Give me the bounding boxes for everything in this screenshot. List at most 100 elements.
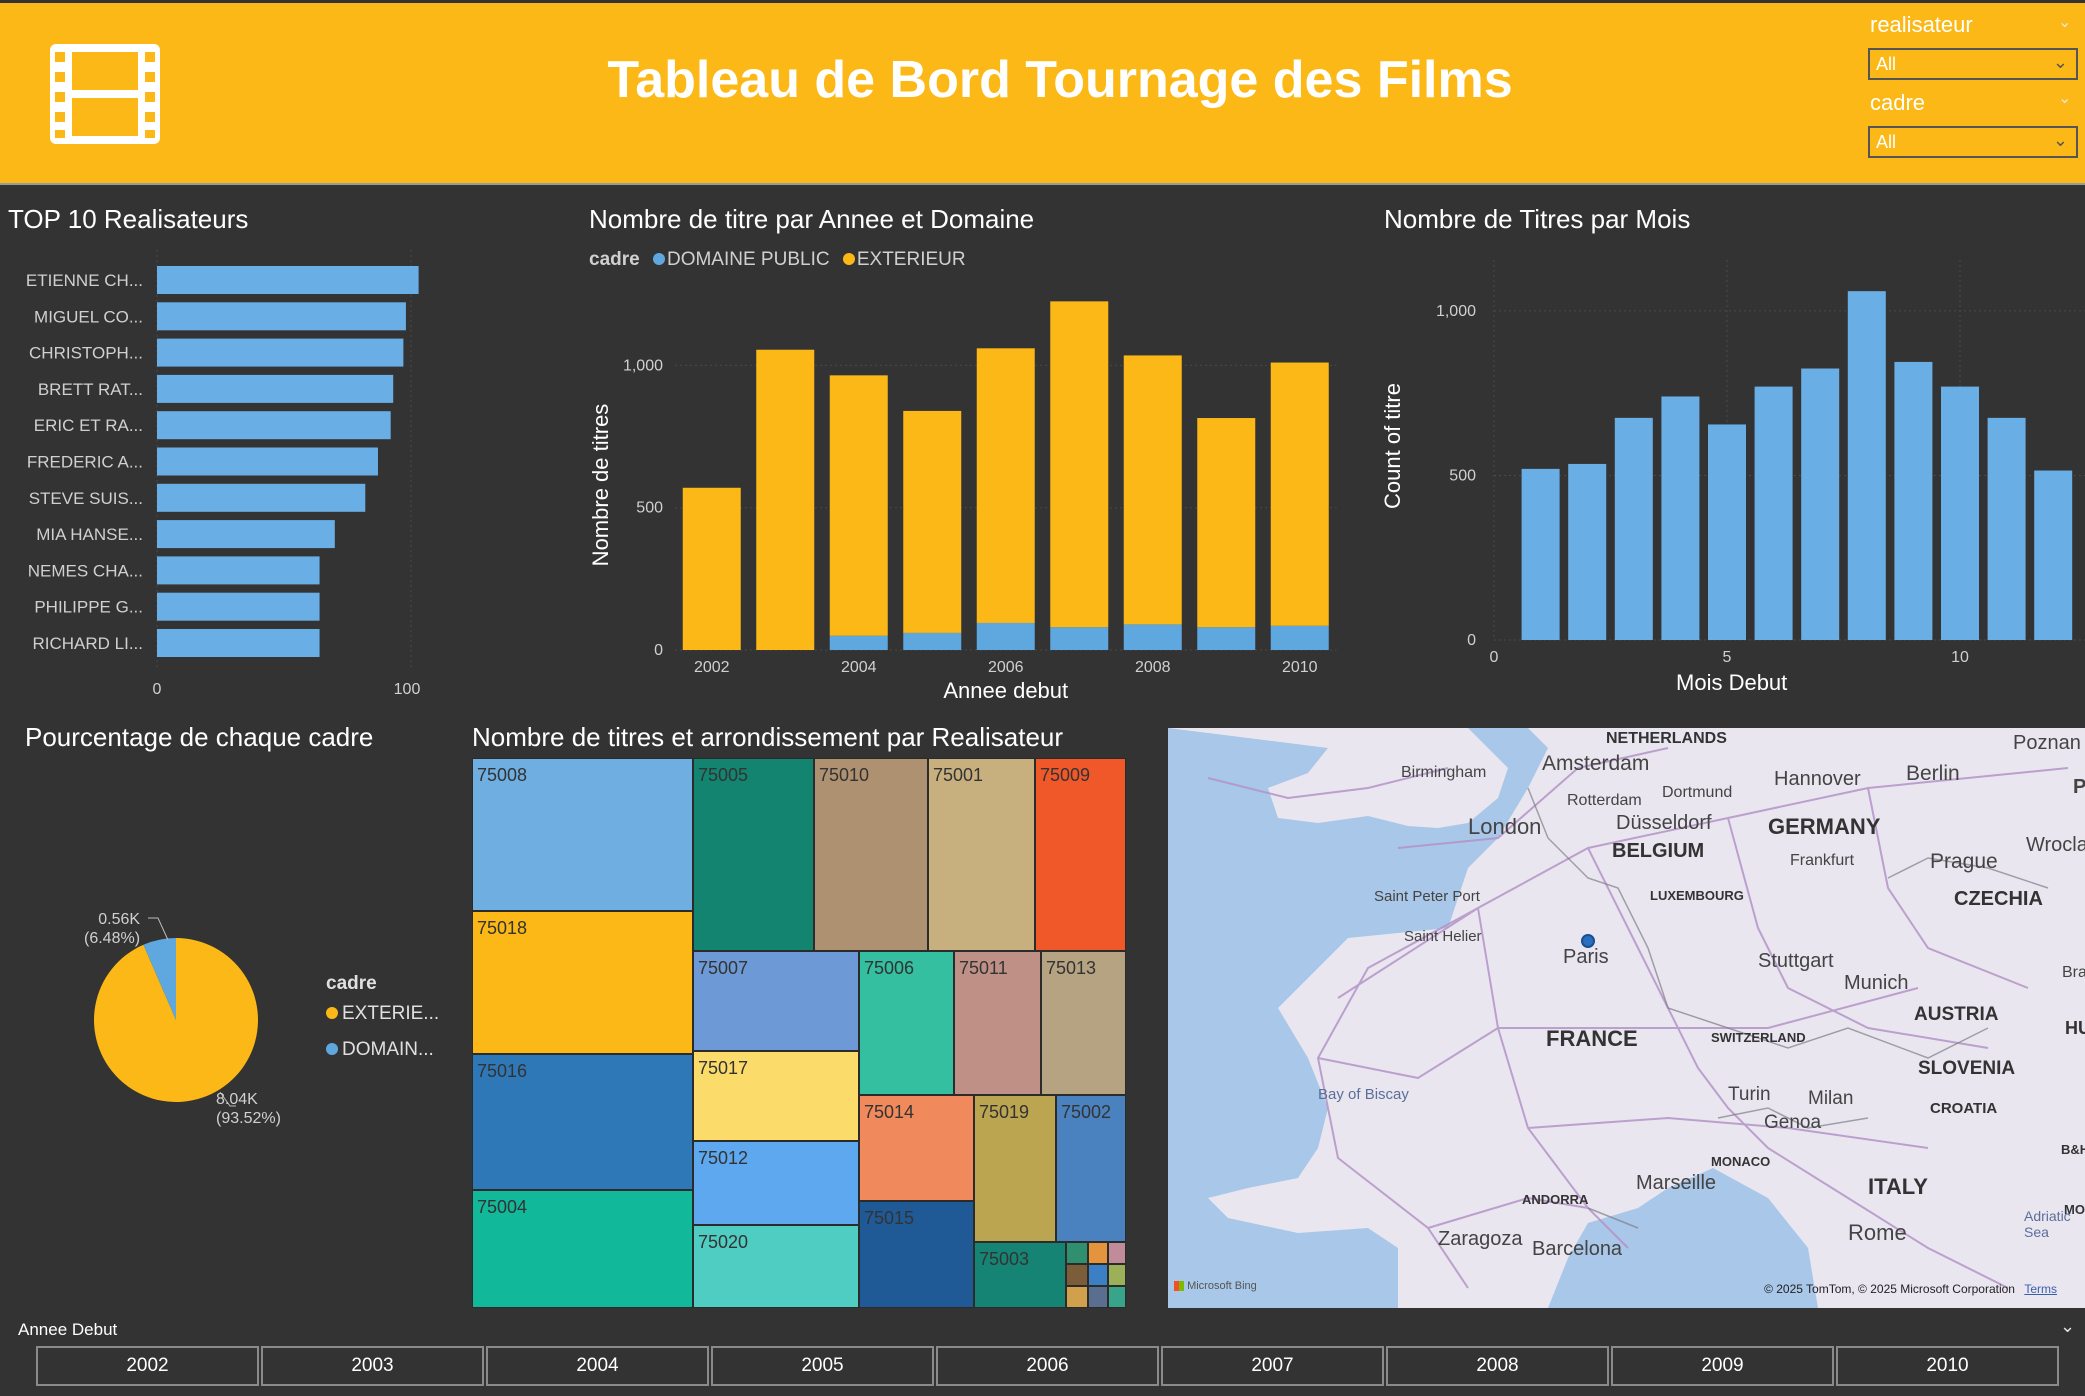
bar[interactable] <box>1568 463 1607 640</box>
bar[interactable] <box>1894 361 1933 640</box>
year-button-2005[interactable]: 2005 <box>711 1346 934 1386</box>
year-button-2004[interactable]: 2004 <box>486 1346 709 1386</box>
realisateur-dropdown[interactable]: All ⌄ <box>1868 48 2078 80</box>
treemap-cell-small[interactable] <box>1066 1286 1088 1308</box>
year-button-2002[interactable]: 2002 <box>36 1346 259 1386</box>
bar-exterieur[interactable] <box>1197 418 1256 628</box>
treemap-cell[interactable]: 75002 <box>1056 1095 1126 1242</box>
chevron-down-icon[interactable]: ⌄ <box>2060 1316 2076 1336</box>
treemap-cell-small[interactable] <box>1108 1242 1126 1264</box>
pie-legend-item-domaine[interactable]: DOMAIN... <box>326 1032 439 1068</box>
bar-domaine-public[interactable] <box>976 622 1035 650</box>
map-label: Bra <box>2062 964 2085 981</box>
treemap-cell[interactable]: 75004 <box>472 1190 693 1308</box>
treemap-cell-small[interactable] <box>1088 1286 1108 1308</box>
treemap-cell[interactable]: 75010 <box>814 758 928 951</box>
treemap-cell[interactable]: 75013 <box>1041 951 1126 1095</box>
bar[interactable] <box>1987 417 2026 640</box>
bar[interactable] <box>1614 417 1653 640</box>
year-button-2010[interactable]: 2010 <box>1836 1346 2059 1386</box>
bar[interactable] <box>1661 396 1700 640</box>
bar[interactable] <box>157 520 335 549</box>
bar[interactable] <box>157 629 320 657</box>
treemap-cell[interactable]: 75007 <box>693 951 859 1051</box>
treemap-cell-small[interactable] <box>1088 1242 1108 1264</box>
top10-bar-chart[interactable]: ETIENNE CH... MIGUEL CO... CHRISTOPH... BRE… <box>0 250 560 710</box>
treemap-cell[interactable]: 75001 <box>928 758 1035 951</box>
location-marker[interactable] <box>1581 934 1595 948</box>
pie-slice-domaine-public[interactable] <box>143 938 176 1020</box>
treemap-cell-small[interactable] <box>1066 1242 1088 1264</box>
bar-exterieur[interactable] <box>1123 355 1182 625</box>
bar-exterieur[interactable] <box>903 410 962 633</box>
treemap-cell-small[interactable] <box>1108 1264 1126 1286</box>
treemap-cell[interactable]: 75017 <box>693 1051 859 1141</box>
bar[interactable] <box>157 374 394 403</box>
bar-exterieur[interactable] <box>1270 362 1329 626</box>
year-button-2009[interactable]: 2009 <box>1611 1346 1834 1386</box>
treemap-cell[interactable]: 75015 <box>859 1201 974 1308</box>
bar[interactable] <box>157 302 406 331</box>
arrondissement-treemap[interactable]: 75008 75018 75016 75004 75005 75010 7500… <box>472 758 1126 1308</box>
bar-exterieur[interactable] <box>682 487 741 650</box>
map-label: Adriatic Sea <box>2024 1208 2071 1240</box>
treemap-cell-small[interactable] <box>1108 1286 1126 1308</box>
bar-domaine-public[interactable] <box>1270 625 1329 650</box>
treemap-cell[interactable]: 75008 <box>472 758 693 911</box>
cadre-pie-chart[interactable] <box>80 900 300 1120</box>
bar-domaine-public[interactable] <box>829 635 888 650</box>
map-label: Stuttgart <box>1758 950 1834 972</box>
pie-legend-item-exterieur[interactable]: EXTERIE... <box>326 996 439 1032</box>
treemap-cell[interactable]: 75016 <box>472 1054 693 1190</box>
year-domain-stacked-bar-chart[interactable]: 0 500 1,000 2002 2004 2006 2008 2010 Annee debut… <box>580 280 1340 710</box>
treemap-cell[interactable]: 75009 <box>1035 758 1126 951</box>
bar[interactable] <box>1941 386 1979 640</box>
treemap-cell[interactable]: 75003 <box>974 1242 1066 1308</box>
bar[interactable] <box>157 266 419 294</box>
bar[interactable] <box>157 592 320 621</box>
cadre-dropdown[interactable]: All ⌄ <box>1868 126 2078 158</box>
treemap-cell[interactable]: 75012 <box>693 1141 859 1225</box>
bar[interactable] <box>1847 291 1886 640</box>
filming-locations-map[interactable]: NETHERLANDS Birmingham Amsterdam Rotterd… <box>1168 728 2085 1308</box>
bar-domaine-public[interactable] <box>1123 624 1182 650</box>
map-terms-link[interactable]: Terms <box>2024 1282 2057 1296</box>
treemap-cell-small[interactable] <box>1088 1264 1108 1286</box>
bar[interactable] <box>157 556 320 585</box>
year-button-2003[interactable]: 2003 <box>261 1346 484 1386</box>
year-button-2007[interactable]: 2007 <box>1161 1346 1384 1386</box>
year-button-2006[interactable]: 2006 <box>936 1346 1159 1386</box>
bar-exterieur[interactable] <box>1050 301 1109 628</box>
treemap-cell-small[interactable] <box>1066 1264 1088 1286</box>
bar-domaine-public[interactable] <box>1197 627 1256 650</box>
treemap-cell[interactable]: 75006 <box>859 951 954 1095</box>
treemap-cell-label: 75014 <box>864 1102 915 1122</box>
ms-logo-icon <box>1174 1281 1184 1292</box>
bar[interactable] <box>157 483 366 512</box>
treemap-cell[interactable]: 75018 <box>472 911 693 1054</box>
bar[interactable] <box>1521 468 1560 640</box>
treemap-cell[interactable]: 75020 <box>693 1225 859 1308</box>
bar-exterieur[interactable] <box>756 349 815 650</box>
chevron-down-icon[interactable]: ⌄ <box>2058 14 2072 31</box>
bar-exterieur[interactable] <box>976 348 1035 623</box>
map-label: Amsterdam <box>1542 752 1650 775</box>
year-button-2008[interactable]: 2008 <box>1386 1346 1609 1386</box>
treemap-cell[interactable]: 75019 <box>974 1095 1056 1242</box>
bar[interactable] <box>157 338 404 367</box>
bar[interactable] <box>157 411 391 440</box>
bar[interactable] <box>1801 368 1840 641</box>
chevron-down-icon[interactable]: ⌄ <box>2058 90 2072 107</box>
bar-domaine-public[interactable] <box>1050 627 1109 650</box>
treemap-cell[interactable]: 75014 <box>859 1095 974 1201</box>
bar-domaine-public[interactable] <box>903 632 962 650</box>
pie-slice-exterieur[interactable] <box>93 938 258 1102</box>
bar[interactable] <box>1708 424 1746 640</box>
treemap-cell[interactable]: 75011 <box>954 951 1041 1095</box>
bar-exterieur[interactable] <box>829 375 888 636</box>
bar[interactable] <box>2034 470 2073 640</box>
bar[interactable] <box>1754 386 1793 640</box>
bar[interactable] <box>157 447 378 476</box>
treemap-cell[interactable]: 75005 <box>693 758 814 951</box>
month-bar-chart[interactable]: 0 500 1,000 0 5 10 Mois Debut Count of titre <box>1380 250 2085 710</box>
